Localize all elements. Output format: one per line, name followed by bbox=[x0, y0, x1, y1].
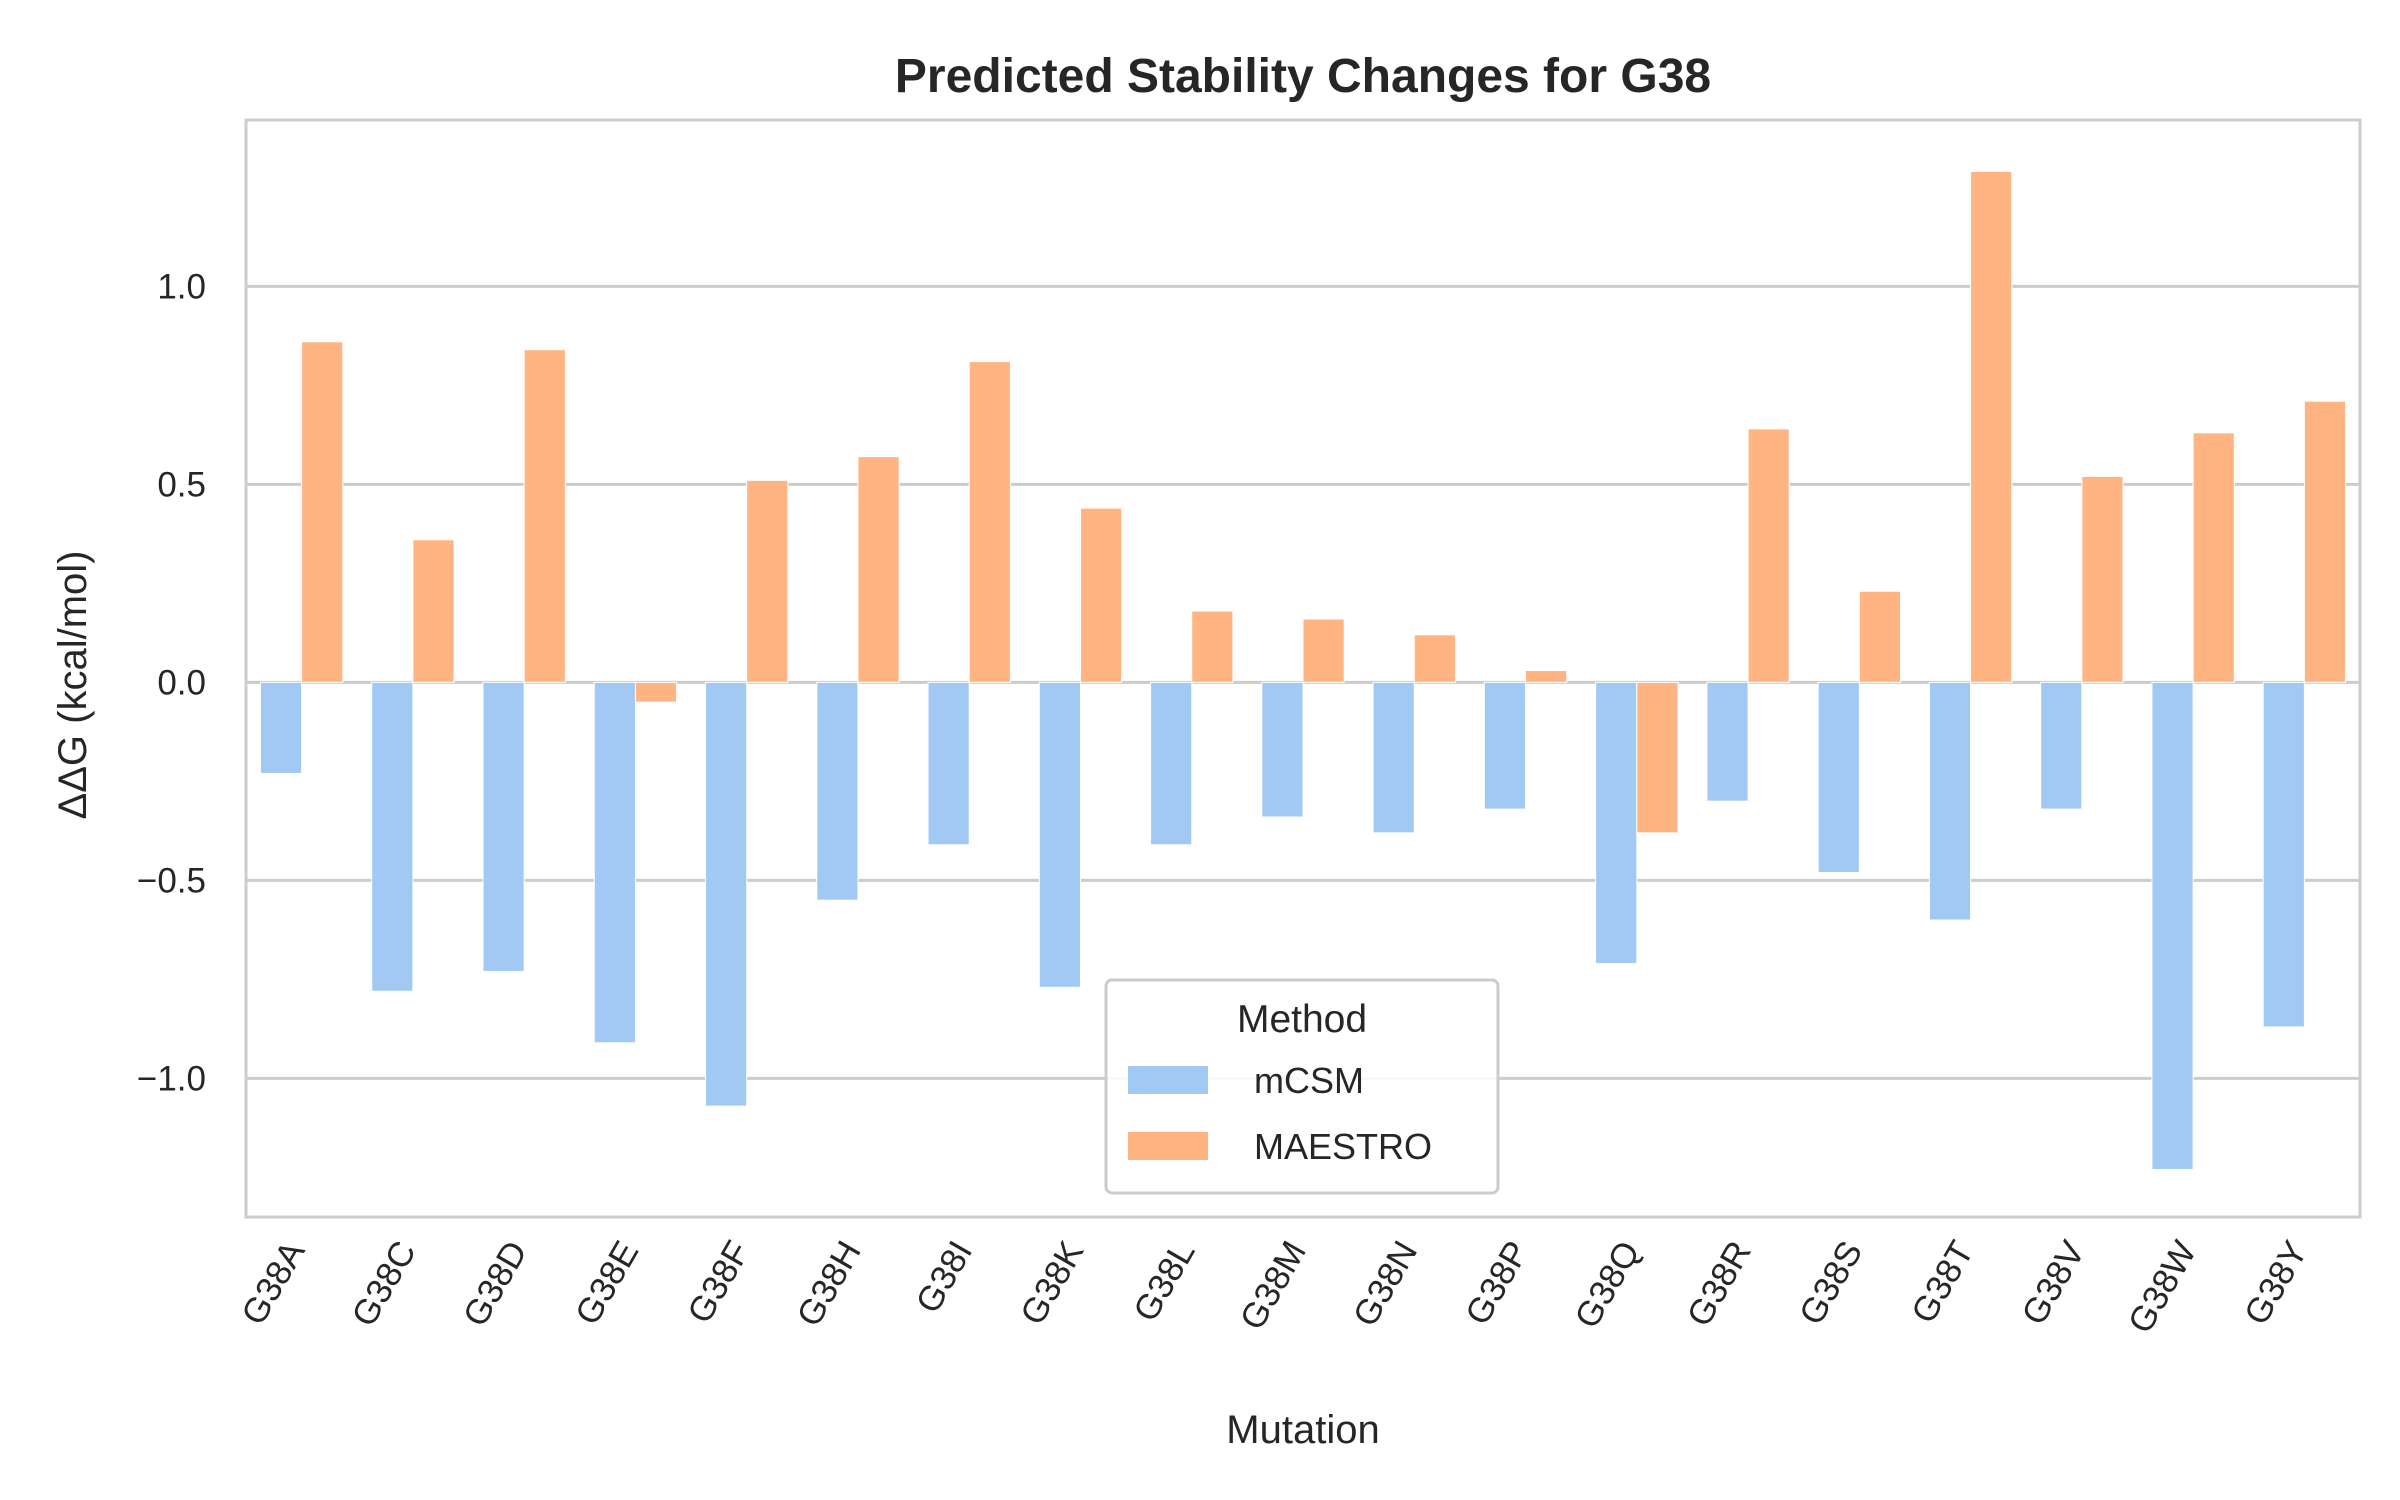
bar-maestro-g38d bbox=[524, 350, 565, 683]
bar-maestro-g38r bbox=[1748, 429, 1789, 682]
bar-mcsm-g38m bbox=[1262, 682, 1303, 817]
x-tick-label: G38T bbox=[1904, 1235, 1982, 1330]
bar-maestro-g38w bbox=[2193, 433, 2234, 683]
x-tick-label: G38S bbox=[1792, 1235, 1871, 1332]
bar-maestro-g38h bbox=[858, 457, 899, 683]
bar-maestro-g38e bbox=[635, 682, 676, 702]
bar-maestro-g38y bbox=[2304, 401, 2345, 682]
x-tick-label: G38F bbox=[680, 1235, 758, 1330]
x-tick-label: G38Q bbox=[1567, 1235, 1647, 1335]
x-tick-label: G38N bbox=[1346, 1235, 1425, 1334]
x-tick-label: G38K bbox=[1013, 1235, 1092, 1332]
bar-mcsm-g38q bbox=[1596, 682, 1637, 963]
y-tick-label: 1.0 bbox=[157, 267, 206, 306]
bar-maestro-g38f bbox=[747, 480, 788, 682]
bar-maestro-g38q bbox=[1637, 682, 1678, 832]
x-tick-label: G38L bbox=[1126, 1235, 1203, 1329]
bar-mcsm-g38r bbox=[1707, 682, 1748, 801]
bar-mcsm-g38c bbox=[372, 682, 413, 991]
x-tick-label: G38H bbox=[789, 1235, 868, 1334]
legend-entry-mcsm: mCSM bbox=[1254, 1060, 1364, 1101]
legend-entry-maestro: MAESTRO bbox=[1254, 1126, 1432, 1167]
x-tick-label: G38M bbox=[1232, 1235, 1313, 1337]
bar-mcsm-g38i bbox=[928, 682, 969, 844]
bar-maestro-g38c bbox=[413, 540, 454, 683]
bar-maestro-g38n bbox=[1414, 635, 1455, 683]
legend-swatch-maestro bbox=[1128, 1132, 1208, 1160]
x-tick-label: G38C bbox=[344, 1235, 423, 1334]
bar-mcsm-g38v bbox=[2041, 682, 2082, 809]
bar-mcsm-g38e bbox=[594, 682, 635, 1042]
y-axis-label: ΔΔG (kcal/mol) bbox=[51, 550, 95, 819]
x-tick-label: G38W bbox=[2121, 1235, 2204, 1340]
bar-maestro-g38p bbox=[1526, 670, 1567, 682]
x-tick-label: G38D bbox=[456, 1235, 535, 1334]
bar-maestro-g38v bbox=[2082, 476, 2123, 682]
y-tick-label: −0.5 bbox=[137, 861, 206, 900]
x-tick-labels: G38A G38C G38D G38E G38F G38H G38I G38K G38L G38M… bbox=[234, 1234, 2315, 1340]
bar-mcsm-g38d bbox=[483, 682, 524, 971]
bar-maestro-g38l bbox=[1192, 611, 1233, 682]
x-tick-label: G38R bbox=[1679, 1235, 1758, 1334]
bar-mcsm-g38p bbox=[1484, 682, 1525, 809]
bar-maestro-g38a bbox=[302, 342, 343, 683]
bar-mcsm-g38w bbox=[2152, 682, 2193, 1169]
bar-mcsm-g38k bbox=[1039, 682, 1080, 987]
x-tick-label: G38V bbox=[2014, 1234, 2093, 1332]
bar-mcsm-g38n bbox=[1373, 682, 1414, 832]
x-axis-label: Mutation bbox=[1226, 1408, 1379, 1452]
x-tick-label: G38Y bbox=[2237, 1235, 2316, 1332]
bar-maestro-g38m bbox=[1303, 619, 1344, 682]
bar-maestro-g38s bbox=[1859, 591, 1900, 682]
bar-mcsm-g38y bbox=[2263, 682, 2304, 1027]
bar-mcsm-g38s bbox=[1818, 682, 1859, 872]
bar-maestro-g38i bbox=[969, 362, 1010, 683]
x-tick-label: G38P bbox=[1458, 1235, 1537, 1332]
legend-swatch-mcsm bbox=[1128, 1066, 1208, 1094]
bar-mcsm-g38l bbox=[1151, 682, 1192, 844]
x-tick-label: G38A bbox=[234, 1234, 313, 1332]
y-tick-label: −1.0 bbox=[137, 1059, 206, 1098]
y-tick-label: 0.0 bbox=[157, 663, 206, 702]
bar-mcsm-g38h bbox=[817, 682, 858, 900]
x-tick-label: G38I bbox=[908, 1235, 980, 1320]
bar-maestro-g38k bbox=[1080, 508, 1121, 682]
bar-mcsm-g38t bbox=[1929, 682, 1970, 920]
bar-maestro-g38t bbox=[1971, 171, 2012, 682]
legend: Method mCSM MAESTRO bbox=[1106, 980, 1498, 1193]
x-tick-label: G38E bbox=[568, 1235, 647, 1332]
y-tick-labels: 1.0 0.5 0.0 −0.5 −1.0 bbox=[137, 267, 206, 1098]
y-tick-label: 0.5 bbox=[157, 465, 206, 504]
chart-title: Predicted Stability Changes for G38 bbox=[895, 50, 1711, 103]
bar-mcsm-g38a bbox=[260, 682, 301, 773]
bar-mcsm-g38f bbox=[706, 682, 747, 1106]
legend-title: Method bbox=[1237, 998, 1367, 1041]
